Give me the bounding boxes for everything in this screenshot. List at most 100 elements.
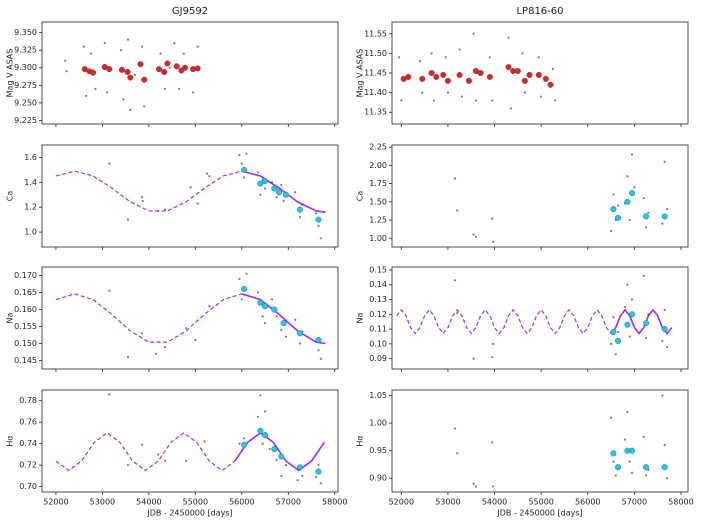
binned-point xyxy=(161,68,168,75)
binned-point xyxy=(433,73,440,80)
observation-point xyxy=(154,352,157,355)
y-tick-label: 9.275 xyxy=(14,81,37,90)
y-axis-label: Na xyxy=(6,312,15,323)
observation-point xyxy=(129,108,132,112)
observation-point xyxy=(280,474,283,477)
y-tick-label: 11.55 xyxy=(364,29,387,38)
binned-point xyxy=(124,68,131,75)
observation-point xyxy=(663,308,666,311)
observation-point xyxy=(319,482,322,485)
observation-point xyxy=(521,52,524,55)
observation-point xyxy=(261,315,264,318)
observation-point xyxy=(537,56,540,59)
binned-point xyxy=(141,76,148,83)
y-tick-label: 11.45 xyxy=(364,69,387,78)
observation-point xyxy=(268,447,271,451)
observation-point xyxy=(319,237,322,240)
y-tick-label: 0.160 xyxy=(14,305,37,314)
binned-point xyxy=(241,166,248,173)
observation-point xyxy=(103,42,106,45)
observation-point xyxy=(491,217,494,220)
observation-point xyxy=(263,187,267,190)
binned-point xyxy=(624,321,631,328)
binned-point xyxy=(118,66,125,73)
x-tick-label: 57000 xyxy=(622,498,647,507)
observation-point xyxy=(141,199,144,203)
y-tick-label: 0.11 xyxy=(369,325,387,334)
binned-point xyxy=(547,81,554,88)
y-tick-label: 1.4 xyxy=(24,178,37,187)
y-tick-label: 1.00 xyxy=(369,234,387,243)
binned-point xyxy=(615,214,622,221)
binned-point xyxy=(280,320,287,327)
observation-point xyxy=(456,452,459,455)
observation-point xyxy=(240,162,243,165)
observation-point xyxy=(647,313,650,316)
fit-curve xyxy=(234,431,325,472)
observation-point xyxy=(105,91,109,94)
y-tick-label: 9.300 xyxy=(14,63,37,72)
observation-point xyxy=(315,212,318,215)
observation-point xyxy=(642,197,645,200)
binned-point xyxy=(173,63,180,70)
y-tick-label: 1.0 xyxy=(24,228,37,237)
observation-point xyxy=(315,475,318,479)
observation-point xyxy=(256,415,260,418)
observation-point xyxy=(616,204,620,207)
plot-frame xyxy=(391,144,689,248)
observation-point xyxy=(94,87,97,90)
y-tick-label: 1.2 xyxy=(24,203,37,212)
binned-point xyxy=(282,191,289,198)
observation-point xyxy=(275,196,278,199)
binned-point xyxy=(127,74,134,81)
plot-frame xyxy=(41,144,339,248)
observation-point xyxy=(661,394,664,397)
binned-point xyxy=(661,213,668,220)
x-tick-label: 53000 xyxy=(435,498,460,507)
fit-curve-dashed xyxy=(55,432,325,472)
y-tick-label: 0.15 xyxy=(369,265,387,274)
binned-point xyxy=(661,326,668,333)
y-tick-label: 2.00 xyxy=(369,161,387,170)
observation-point xyxy=(319,357,322,360)
observation-point xyxy=(665,345,669,348)
observation-point xyxy=(491,441,494,444)
observation-point xyxy=(491,356,494,359)
binned-point xyxy=(182,64,189,71)
observation-point xyxy=(456,209,459,212)
observation-point xyxy=(609,342,613,345)
observation-point xyxy=(82,45,85,48)
observation-point xyxy=(630,471,634,474)
observation-point xyxy=(430,52,433,55)
y-tick-label: 0.150 xyxy=(14,339,37,348)
x-tick-label: 55000 xyxy=(183,498,208,507)
binned-point xyxy=(315,216,322,223)
observation-point xyxy=(85,94,88,97)
binned-point xyxy=(610,450,617,457)
y-axis-label: Na xyxy=(356,312,365,323)
observation-point xyxy=(296,479,299,482)
observation-point xyxy=(474,99,478,102)
binned-point xyxy=(629,447,636,454)
observation-point xyxy=(64,59,67,62)
observation-point xyxy=(263,322,267,325)
observation-point xyxy=(259,193,262,196)
observation-point xyxy=(458,48,461,51)
observation-point xyxy=(644,226,648,229)
x-tick-label: 54000 xyxy=(136,498,161,507)
binned-point xyxy=(164,60,171,67)
observation-point xyxy=(612,193,615,196)
observation-point xyxy=(628,460,631,463)
binned-point xyxy=(643,213,650,220)
binned-point xyxy=(624,198,631,205)
binned-point xyxy=(486,73,493,80)
observation-point xyxy=(194,339,197,342)
y-tick-label: 0.155 xyxy=(14,322,37,331)
observation-point xyxy=(612,316,615,319)
x-tick-label: 58000 xyxy=(668,498,693,507)
observation-point xyxy=(554,99,557,102)
observation-point xyxy=(203,440,206,443)
binned-point xyxy=(106,66,113,73)
observation-point xyxy=(509,107,512,110)
panel-title: GJ9592 xyxy=(172,6,208,17)
